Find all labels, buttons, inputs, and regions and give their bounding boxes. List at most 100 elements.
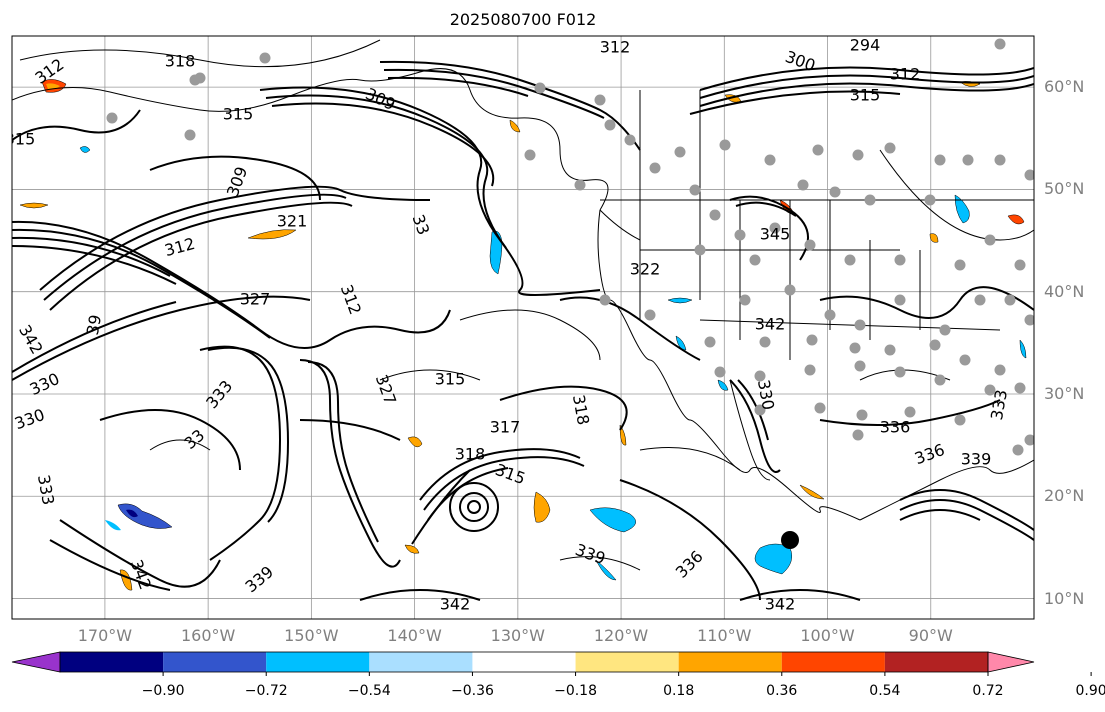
colorbar-tick-label: 0.18	[663, 683, 695, 699]
contour-label: 330	[12, 405, 47, 433]
contour-label: 315	[435, 370, 466, 389]
contour-label: 336	[880, 418, 911, 437]
station-dot	[524, 149, 536, 161]
height-contours	[12, 60, 1034, 601]
contour-label: 333	[202, 377, 236, 413]
contour-label: 312	[600, 38, 631, 57]
contour-label: 318	[165, 52, 196, 71]
station-dot	[649, 162, 661, 174]
station-dot	[844, 254, 856, 266]
station-dot	[934, 154, 946, 166]
map-title: 2025080700 F012	[449, 10, 597, 29]
contour-label: 339	[242, 562, 278, 596]
colorbar-tick-label: 0.54	[869, 683, 901, 699]
station-dot	[854, 360, 866, 372]
contour-label: 322	[630, 260, 661, 279]
contour-label: 333	[34, 473, 58, 506]
station-dot	[599, 294, 611, 306]
station-dot	[719, 139, 731, 151]
station-dot	[1024, 434, 1034, 446]
station-dot	[939, 324, 951, 336]
longitude-label: 120°W	[593, 626, 649, 645]
station-dot	[764, 154, 776, 166]
station-dot	[1004, 294, 1016, 306]
contour-label: 339	[573, 540, 608, 568]
station-dot	[604, 119, 616, 131]
station-dot	[624, 134, 636, 146]
contour-label: 321	[277, 212, 308, 231]
station-dot	[106, 112, 118, 124]
station-dot	[962, 154, 974, 166]
station-dot	[259, 52, 271, 64]
colorbar-segment	[60, 652, 164, 672]
contour-label: 336	[672, 547, 707, 582]
low-pressure-center	[449, 482, 499, 532]
station-dot	[804, 364, 816, 376]
station-dot	[864, 194, 876, 206]
contour-label: 327	[372, 372, 400, 407]
thin-contours	[19, 39, 951, 571]
station-dot	[994, 38, 1006, 50]
station-dot	[894, 366, 906, 378]
station-dot	[856, 409, 868, 421]
latitude-label: 50°N	[1044, 179, 1085, 199]
colorbar-tick-label: 0.36	[766, 683, 798, 699]
station-dot	[784, 284, 796, 296]
station-dot	[974, 294, 986, 306]
contour-label: 330	[27, 369, 63, 399]
colorbar-segment	[472, 652, 576, 672]
colorbar-tick-label: −0.72	[244, 683, 288, 699]
station-dot	[852, 429, 864, 441]
station-dot	[184, 129, 196, 141]
contour-label: 33	[409, 212, 434, 238]
colorbar-segment	[369, 652, 473, 672]
contour-label: 339	[961, 450, 992, 469]
station-dot	[189, 74, 201, 86]
station-dot	[894, 254, 906, 266]
station-dot	[534, 82, 546, 94]
station-dot	[812, 144, 824, 156]
station-dot	[749, 254, 761, 266]
station-dot	[714, 366, 726, 378]
contour-label: 39	[83, 313, 105, 336]
station-dot	[924, 194, 936, 206]
contour-label: 345	[760, 225, 791, 244]
contour-label: 318	[569, 393, 593, 426]
station-dot	[759, 336, 771, 348]
shaded-anomalies	[19, 79, 1027, 591]
longitude-label: 140°W	[387, 626, 442, 645]
colorbar-segment	[266, 652, 370, 672]
longitude-label: 110°W	[697, 626, 752, 645]
station-dot	[797, 179, 809, 191]
station-dot	[854, 319, 866, 331]
station-dot	[954, 259, 966, 271]
lat-lon-grid	[12, 36, 1034, 619]
colorbar-tick-label: −0.90	[141, 683, 185, 699]
station-dot	[1014, 382, 1026, 394]
station-dot	[754, 404, 766, 416]
station-dot	[1012, 444, 1024, 456]
contour-label: 312	[337, 282, 365, 317]
station-dot	[959, 354, 971, 366]
contour-label: 327	[240, 290, 271, 309]
longitude-label: 90°W	[908, 626, 953, 645]
station-dot	[904, 406, 916, 418]
station-dot	[814, 402, 826, 414]
station-dot	[849, 342, 861, 354]
station-dot	[694, 244, 706, 256]
station-dot	[1014, 259, 1026, 271]
longitude-label: 100°W	[800, 626, 855, 645]
map-frame	[11, 35, 1035, 620]
contour-label: 342	[15, 322, 47, 358]
colorbar-segment	[163, 652, 267, 672]
station-dot	[709, 209, 721, 221]
station-dot	[1024, 314, 1034, 326]
station-dot	[984, 384, 996, 396]
latitude-label: 30°N	[1044, 383, 1085, 403]
station-dot	[884, 142, 896, 154]
colorbar-frame	[59, 651, 989, 673]
colorbar-segment	[884, 652, 988, 672]
contour-label: 315	[5, 130, 36, 149]
contour-label: 315	[493, 460, 528, 488]
